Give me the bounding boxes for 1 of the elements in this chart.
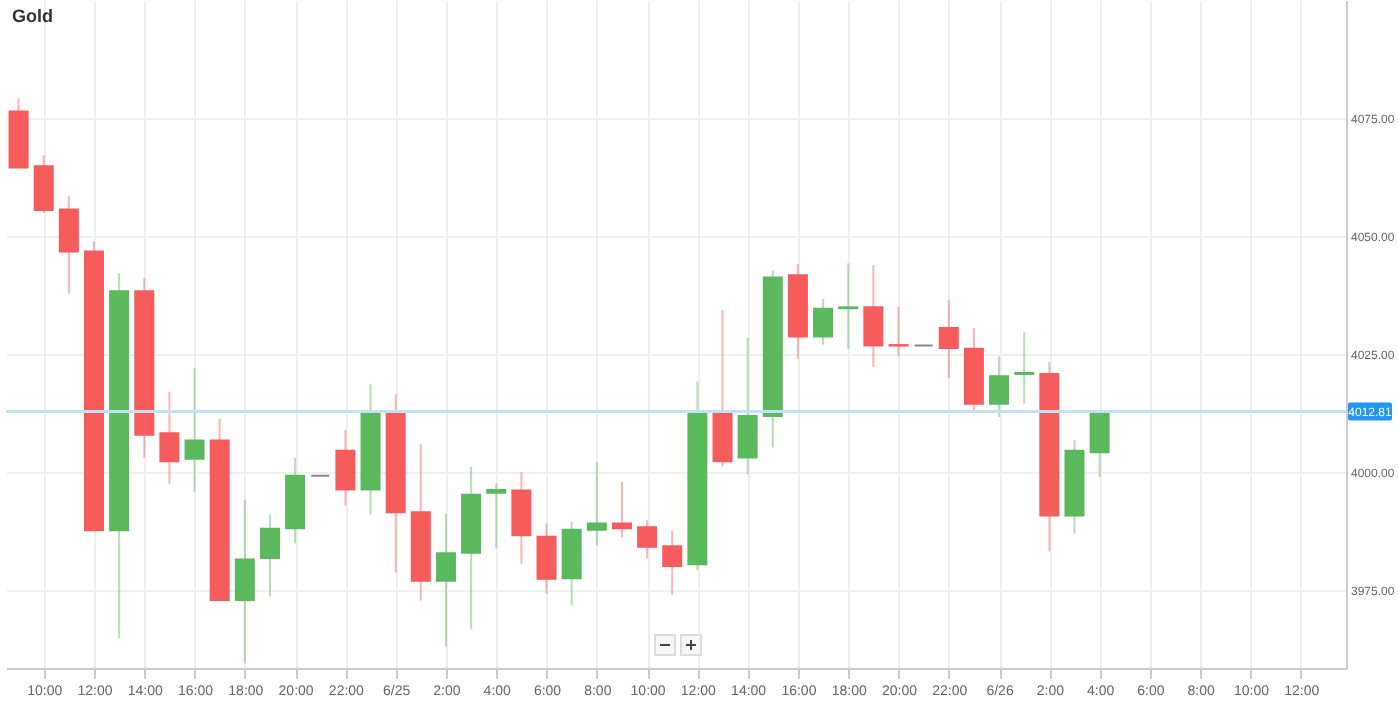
chart-title: Gold (12, 6, 53, 26)
